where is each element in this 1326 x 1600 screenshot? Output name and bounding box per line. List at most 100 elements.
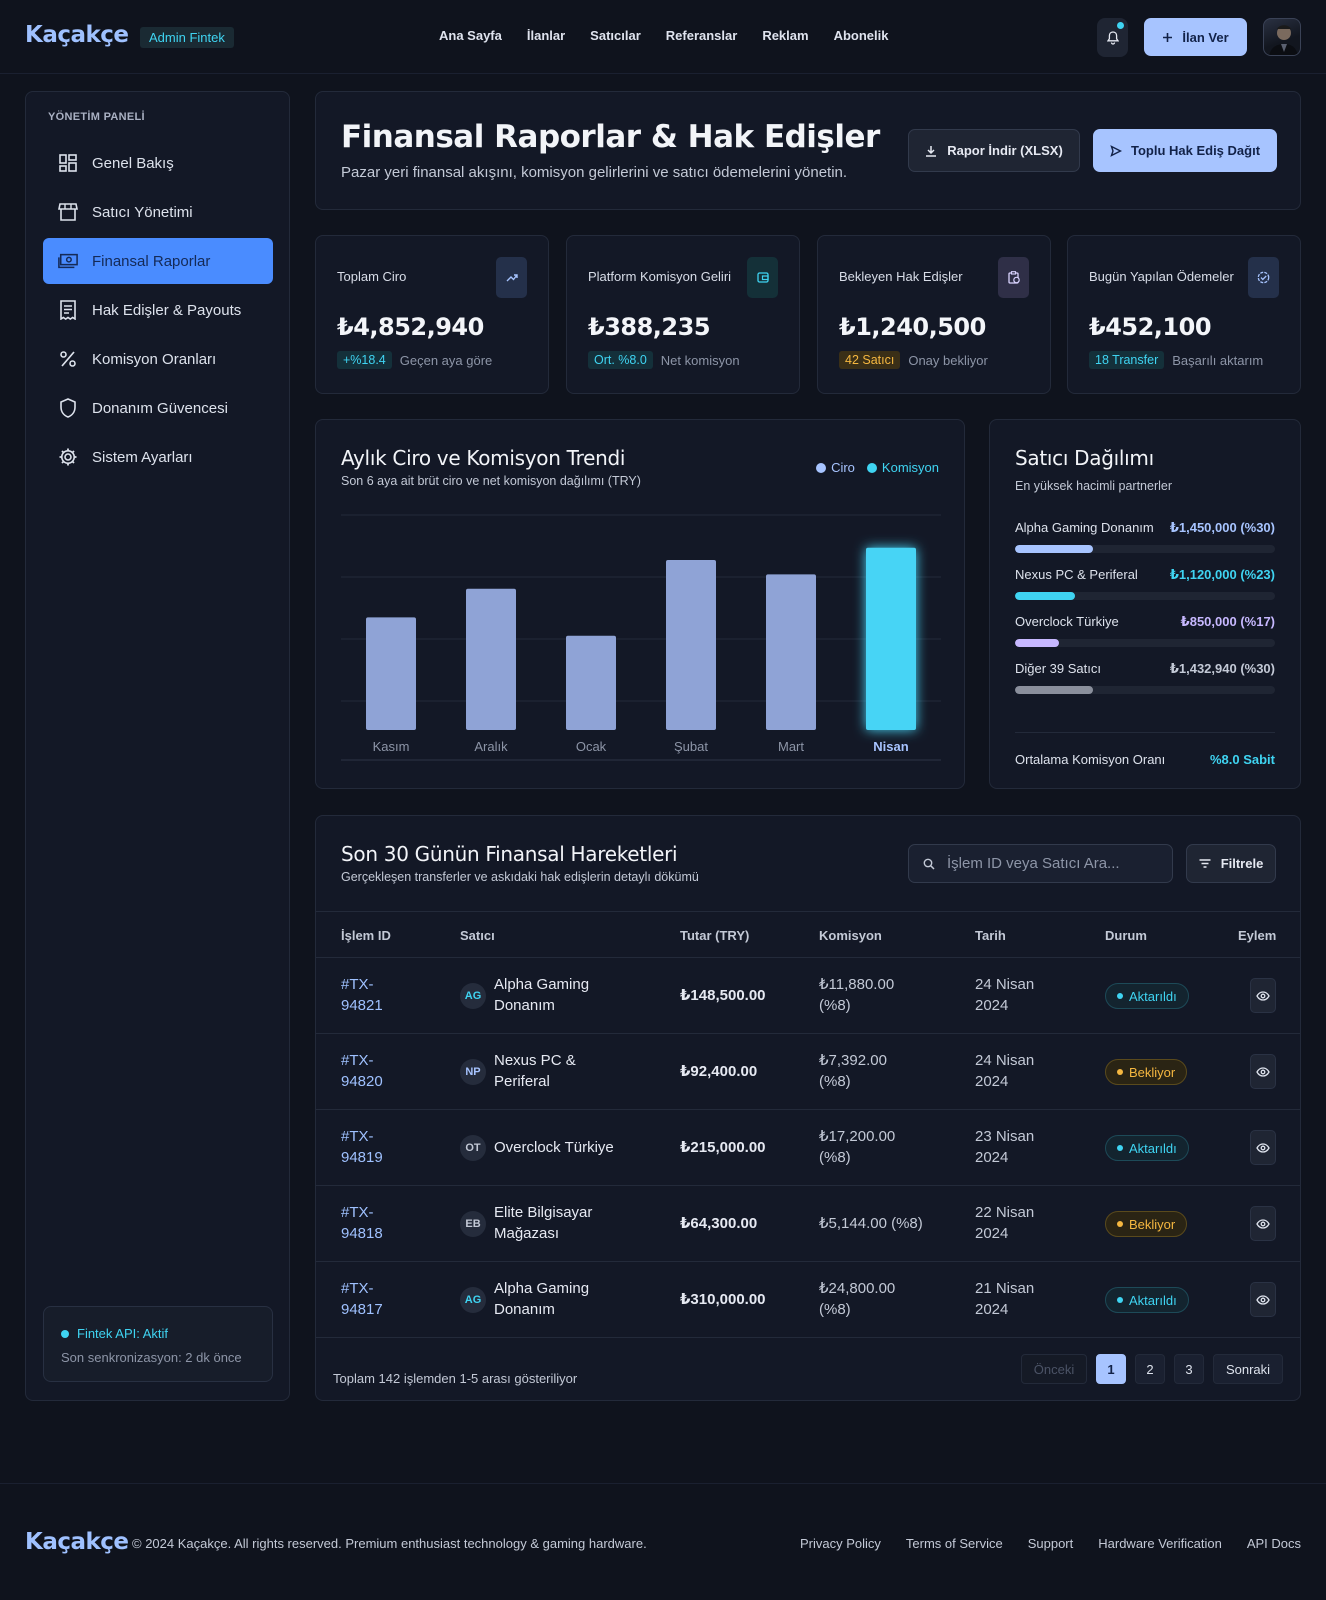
table-row[interactable]: #TX- 94820 NP Nexus PC & Periferal ₺92,400.00… [316,1034,1300,1110]
transaction-id[interactable]: #TX- 94820 [341,1050,383,1092]
table-row[interactable]: #TX- 94818 EB Elite Bilgisayar Mağazası ₺64,3… [316,1186,1300,1262]
nav-referanslar[interactable]: Referanslar [665,28,738,43]
notifications-button[interactable] [1097,18,1128,57]
col-header-id[interactable]: İşlem ID [341,928,391,943]
sidebar-item-label: Komisyon Oranları [92,350,217,368]
col-header-vendor[interactable]: Satıcı [460,928,495,943]
sidebar-item-label: Sistem Ayarları [92,448,193,466]
status-dot [1117,993,1123,999]
status-badge: Aktarıldı [1105,1135,1189,1161]
view-details-button[interactable] [1250,1054,1276,1089]
table-row[interactable]: #TX- 94821 AG Alpha Gaming Donanım ₺148,500.0… [316,958,1300,1034]
pager-prev-button[interactable]: Önceki [1021,1354,1087,1384]
transaction-id[interactable]: #TX- 94819 [341,1126,383,1168]
user-avatar[interactable] [1263,18,1301,56]
x-tick-label: Kasım [373,739,410,754]
distribution-row: Diğer 39 Satıcı ₺1,432,940 (%30) [1015,661,1275,694]
nav-saticilar[interactable]: Satıcılar [590,28,641,43]
avg-commission-row: Ortalama Komisyon Oranı %8.0 Sabit [1015,752,1275,767]
transaction-id[interactable]: #TX- 94818 [341,1202,383,1244]
bar-nisan[interactable] [866,547,916,730]
distribution-row: Overclock Türkiye ₺850,000 (%17) [1015,614,1275,647]
pager-page-1[interactable]: 1 [1096,1354,1126,1384]
col-header-action: Eylem [1238,928,1277,943]
date-line: 2024 [975,1073,1009,1090]
footer-link-api-docs[interactable]: API Docs [1246,1536,1301,1551]
distribution-row: Nexus PC & Periferal ₺1,120,000 (%23) [1015,567,1275,600]
view-details-button[interactable] [1250,1282,1276,1317]
filter-button[interactable]: Filtrele [1186,844,1276,883]
bar-mart[interactable] [766,574,816,730]
percent-icon [58,349,78,369]
view-details-button[interactable] [1250,1130,1276,1165]
col-header-commission[interactable]: Komisyon [819,928,882,943]
nav-ilanlar[interactable]: İlanlar [526,28,566,43]
sidebar-item-hak-edisler[interactable]: Hak Edişler & Payouts [43,287,273,333]
legend-item-ciro: Ciro [816,460,855,475]
transaction-id[interactable]: #TX- 94817 [341,1278,383,1320]
commission-line: (%8) [819,997,851,1014]
footer-link-terms[interactable]: Terms of Service [905,1536,1003,1551]
search-icon [923,858,935,870]
col-header-status[interactable]: Durum [1105,928,1147,943]
commission-line: ₺17,200.00 [819,1128,896,1145]
table-row[interactable]: #TX- 94817 AG Alpha Gaming Donanım ₺310,000.0… [316,1262,1300,1338]
col-header-amount[interactable]: Tutar (TRY) [680,928,750,943]
date-line: 2024 [975,1225,1009,1242]
admin-badge: Admin Fintek [140,27,234,48]
distribute-payouts-button[interactable]: Toplu Hak Ediş Dağıt [1093,129,1277,172]
ilan-ver-button[interactable]: İlan Ver [1144,18,1247,56]
bar-şubat[interactable] [666,560,716,730]
share-bar-fill [1015,639,1060,647]
status-badge: Bekliyor [1105,1059,1188,1085]
sidebar-item-finansal-raporlar[interactable]: Finansal Raporlar [43,238,273,284]
transaction-id[interactable]: #TX- 94821 [341,974,383,1016]
filter-label: Filtrele [1220,856,1264,871]
vendor-name: Nexus PC & Periferal [494,1050,576,1092]
download-report-label: Rapor İndir (XLSX) [947,143,1063,158]
date-line: 23 Nisan [975,1128,1035,1145]
commission-line: (%8) [819,1301,851,1318]
download-icon [926,145,937,157]
pager-page-3[interactable]: 3 [1174,1354,1204,1384]
legend-dot [866,462,877,473]
date-line: 2024 [975,1149,1009,1166]
gear-icon [58,447,78,467]
download-report-button[interactable]: Rapor İndir (XLSX) [908,129,1080,172]
nav-abonelik[interactable]: Abonelik [833,28,889,43]
stat-note: Net komisyon [660,352,740,368]
sidebar-item-donanim-guvencesi[interactable]: Donanım Güvencesi [43,385,273,431]
amount: ₺92,400.00 [680,1063,758,1080]
search-input[interactable] [947,855,1157,872]
share-bar-fill [1015,592,1075,600]
site-logo[interactable]: Kaçakçe [25,22,129,48]
sidebar-item-genel-bakis[interactable]: Genel Bakış [43,140,273,186]
vendor-share-value: ₺850,000 (%17) [1180,614,1275,629]
vendor-name: Nexus PC & Periferal [1015,567,1138,582]
status-label: Bekliyor [1129,1064,1176,1080]
footer-link-privacy[interactable]: Privacy Policy [799,1536,881,1551]
footer-logo[interactable]: Kaçakçe [25,1529,129,1555]
col-header-date[interactable]: Tarih [975,928,1006,943]
api-status-text: Fintek API: Aktif [77,1326,169,1341]
stat-note: Başarılı aktarım [1172,352,1264,368]
vendor-share-value: ₺1,432,940 (%30) [1169,661,1275,676]
nav-ana-sayfa[interactable]: Ana Sayfa [439,28,502,43]
bar-kasım[interactable] [366,617,416,730]
bar-ocak[interactable] [566,635,616,730]
bar-aralık[interactable] [466,588,516,730]
view-details-button[interactable] [1250,1206,1276,1241]
view-details-button[interactable] [1250,978,1276,1013]
pager-next-button[interactable]: Sonraki [1213,1354,1283,1384]
pager-page-2[interactable]: 2 [1135,1354,1165,1384]
sidebar-item-komisyon-oranlari[interactable]: Komisyon Oranları [43,336,273,382]
footer-link-hardware-verification[interactable]: Hardware Verification [1098,1536,1222,1551]
sidebar-item-satici-yonetimi[interactable]: Satıcı Yönetimi [43,189,273,235]
table-row[interactable]: #TX- 94819 OT Overclock Türkiye ₺215,000.00 ₺… [316,1110,1300,1186]
page-header-card: Finansal Raporlar & Hak Edişler Pazar ye… [315,91,1301,210]
commission: ₺17,200.00 (%8) [819,1126,895,1168]
footer-link-support[interactable]: Support [1027,1536,1074,1551]
transactions-subtitle: Gerçekleşen transferler ve askıdaki hak … [341,870,699,884]
sidebar-item-sistem-ayarlari[interactable]: Sistem Ayarları [43,434,273,480]
nav-reklam[interactable]: Reklam [762,28,809,43]
